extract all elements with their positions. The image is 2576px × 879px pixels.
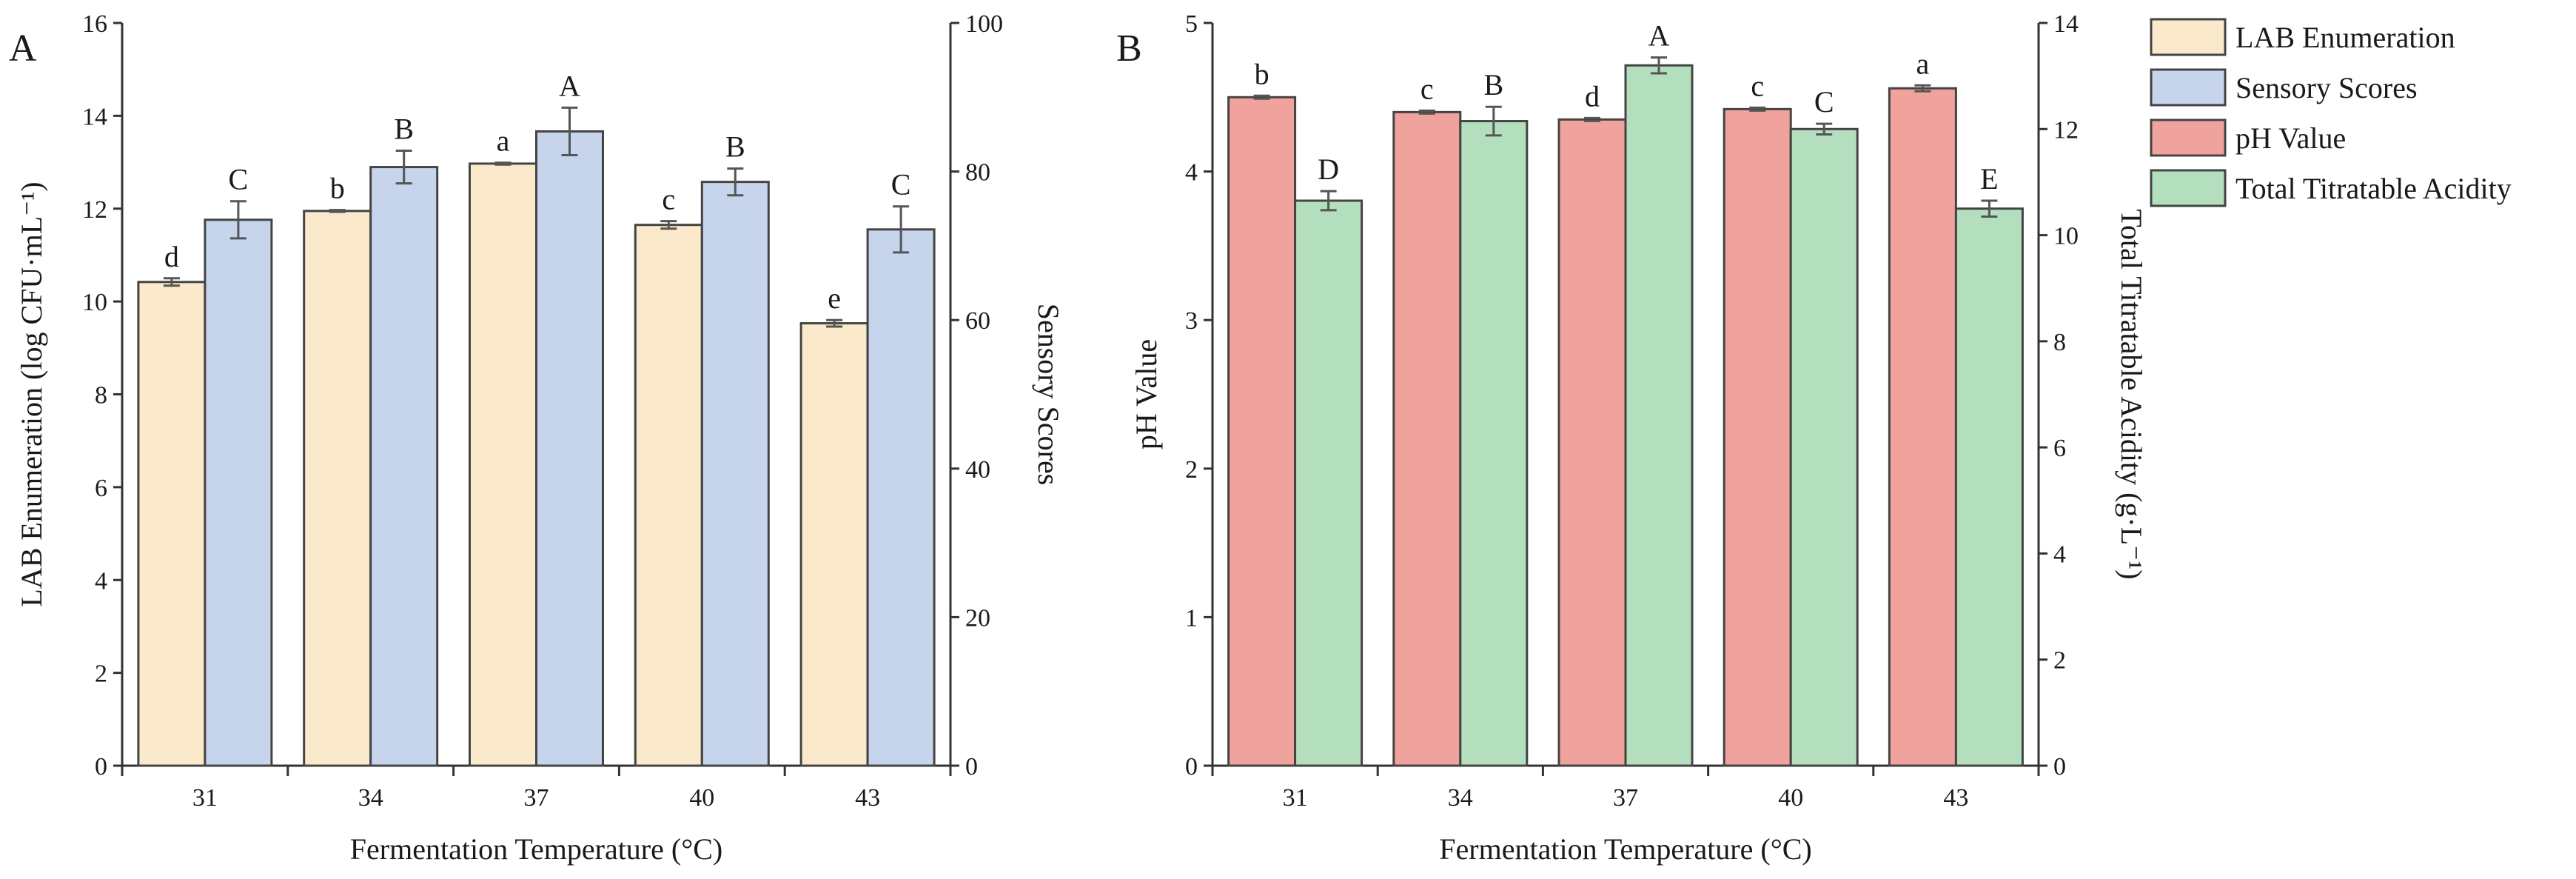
bar — [204, 218, 273, 767]
significance-letter: a — [497, 124, 510, 158]
legend: LAB Enumeration Sensory Scores pH Value Tot… — [2150, 18, 2512, 207]
significance-letter: b — [1255, 57, 1269, 90]
bar — [634, 224, 703, 767]
significance-letter: B — [394, 113, 414, 146]
right-tick-label: 2 — [2053, 647, 2066, 675]
right-tick-label: 10 — [2053, 223, 2079, 250]
bar — [369, 166, 439, 767]
right-tick-label: 80 — [965, 159, 990, 187]
y-axis-label: LAB Enumeration (log CFU·mL⁻¹) — [15, 181, 48, 606]
x-tick-label: 34 — [358, 784, 383, 812]
left-tick-label: 4 — [95, 567, 107, 595]
significance-letter: A — [1648, 19, 1670, 53]
y2-axis-label: Total Titratable Acidity (g·L⁻¹) — [2115, 209, 2148, 579]
left-tick-label: 6 — [95, 475, 107, 502]
significance-letter: A — [559, 69, 580, 102]
left-tick-label: 8 — [95, 382, 107, 410]
significance-letter: E — [1980, 162, 1998, 195]
right-tick-label: 14 — [2053, 10, 2079, 38]
right-tick-label: 0 — [965, 753, 978, 781]
bar — [469, 162, 537, 767]
x-tick-label: 31 — [192, 784, 218, 812]
right-tick-label: 60 — [965, 307, 990, 335]
right-tick-label: 0 — [2053, 753, 2066, 781]
left-tick-label: 5 — [1185, 10, 1198, 38]
left-tick-label: 16 — [82, 10, 107, 38]
legend-label: Total Titratable Acidity — [2235, 172, 2512, 205]
significance-letter: C — [891, 168, 911, 201]
right-tick-label: 8 — [2053, 329, 2066, 356]
left-tick-label: 2 — [1185, 456, 1198, 484]
right-tick-label: 100 — [965, 10, 1003, 38]
legend-swatch — [2150, 169, 2227, 207]
right-tick-label: 12 — [2053, 116, 2079, 144]
bar — [535, 130, 604, 767]
bar — [1227, 96, 1297, 767]
legend-swatch — [2150, 68, 2227, 107]
x-tick-label: 37 — [1613, 784, 1638, 812]
x-axis-label: Fermentation Temperature (°C) — [350, 832, 722, 866]
right-tick-label: 40 — [965, 456, 990, 484]
bar — [866, 228, 936, 767]
left-tick-label: 4 — [1185, 159, 1198, 187]
x-tick-label: 34 — [1448, 784, 1473, 812]
bar — [700, 181, 770, 767]
significance-letter: e — [828, 281, 841, 315]
significance-letter: C — [1814, 85, 1834, 118]
right-tick-label: 20 — [965, 604, 990, 632]
right-tick-label: 6 — [2053, 435, 2066, 462]
significance-letter: c — [662, 183, 675, 216]
bar — [137, 281, 207, 767]
left-tick-label: 3 — [1185, 307, 1198, 335]
significance-letter: d — [1585, 79, 1600, 113]
x-axis-label: Fermentation Temperature (°C) — [1439, 832, 1811, 866]
bar — [1888, 87, 1957, 767]
left-tick-label: 14 — [82, 103, 107, 130]
significance-letter: c — [1421, 72, 1434, 105]
left-tick-label: 2 — [95, 661, 107, 688]
x-tick-label: 43 — [855, 784, 880, 812]
bar — [1789, 127, 1859, 767]
bar — [303, 210, 372, 767]
bar — [1723, 107, 1792, 767]
y-axis-label: pH Value — [1130, 339, 1163, 449]
legend-swatch — [2150, 18, 2227, 56]
panel-a: 0 2 4 6 8 10 12 14 16 0 20 40 60 80 100 31 34 37 40 43 d C b B a… — [9, 10, 1065, 866]
panel-label: A — [9, 27, 37, 70]
x-tick-label: 43 — [1943, 784, 1968, 812]
x-tick-label: 40 — [689, 784, 714, 812]
left-tick-label: 0 — [1185, 753, 1198, 781]
significance-letter: b — [330, 172, 345, 205]
right-tick-label: 4 — [2053, 541, 2066, 568]
bar — [1624, 64, 1694, 767]
bar — [799, 322, 869, 767]
bar — [1557, 118, 1627, 767]
x-tick-label: 31 — [1283, 784, 1308, 812]
bar — [1954, 207, 2024, 767]
bar — [1294, 199, 1364, 767]
left-tick-label: 12 — [82, 196, 107, 224]
left-tick-label: 1 — [1185, 604, 1198, 632]
significance-letter: a — [1916, 47, 1930, 80]
panel-label: B — [1116, 27, 1142, 70]
significance-letter: c — [1751, 69, 1764, 102]
y2-axis-label: Sensory Scores — [1032, 304, 1065, 486]
x-tick-label: 37 — [524, 784, 549, 812]
significance-letter: d — [164, 240, 179, 273]
left-tick-label: 10 — [82, 289, 107, 316]
significance-letter: D — [1318, 153, 1339, 186]
legend-label: pH Value — [2235, 121, 2346, 155]
legend-swatch — [2150, 118, 2227, 157]
left-tick-label: 0 — [95, 753, 107, 781]
legend-label: Sensory Scores — [2235, 71, 2418, 104]
significance-letter: B — [1483, 68, 1503, 101]
significance-letter: C — [229, 163, 249, 196]
bar — [1459, 120, 1529, 767]
significance-letter: B — [725, 130, 745, 164]
x-tick-label: 40 — [1778, 784, 1803, 812]
bar — [1392, 110, 1462, 767]
legend-label: LAB Enumeration — [2235, 21, 2455, 54]
